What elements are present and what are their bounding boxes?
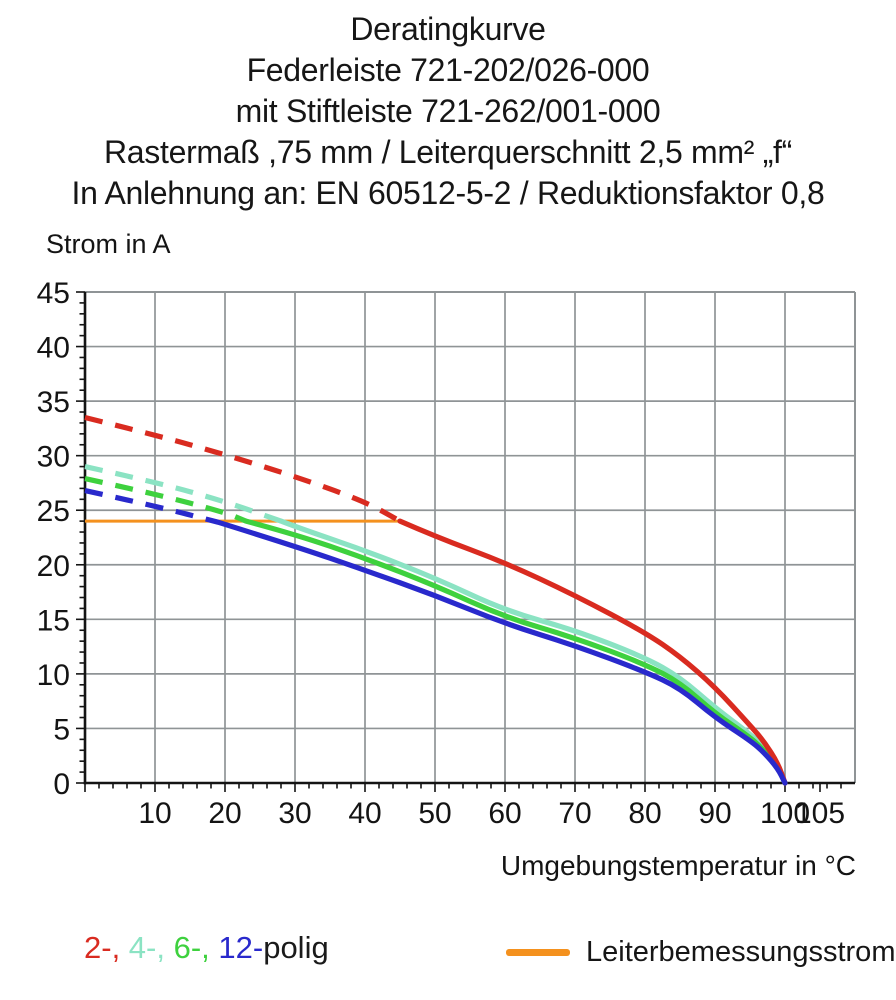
title-line-2: Federleiste 721-202/026-000 bbox=[246, 52, 650, 88]
poles-legend-part: 6-, bbox=[164, 930, 210, 965]
svg-text:30: 30 bbox=[278, 797, 311, 830]
svg-text:20: 20 bbox=[37, 550, 70, 583]
svg-text:60: 60 bbox=[488, 797, 521, 830]
svg-text:90: 90 bbox=[698, 797, 731, 830]
svg-text:50: 50 bbox=[418, 797, 451, 830]
x-axis-title: Umgebungstemperatur in °C bbox=[500, 850, 856, 881]
rated-current-swatch bbox=[506, 948, 570, 956]
rated-current-label: Leiterbemessungsstrom bbox=[586, 935, 896, 968]
poles-legend-part: 12- bbox=[209, 930, 264, 965]
poles-legend-part: 4-, bbox=[120, 930, 165, 965]
svg-text:40: 40 bbox=[37, 332, 70, 365]
svg-text:35: 35 bbox=[37, 386, 70, 419]
title-line-1: Deratingkurve bbox=[350, 11, 546, 47]
svg-text:5: 5 bbox=[53, 713, 70, 746]
svg-text:80: 80 bbox=[628, 797, 661, 830]
svg-text:0: 0 bbox=[53, 768, 70, 801]
svg-text:40: 40 bbox=[348, 797, 381, 830]
title-line-3: mit Stiftleiste 721-262/001-000 bbox=[235, 93, 661, 129]
title-line-4: Rastermaß ,75 mm / Leiterquerschnitt 2,5… bbox=[103, 134, 792, 170]
svg-text:15: 15 bbox=[37, 604, 70, 637]
svg-text:10: 10 bbox=[37, 659, 70, 692]
y-axis-title: Strom in A bbox=[46, 229, 171, 259]
svg-text:105: 105 bbox=[795, 797, 845, 830]
svg-text:10: 10 bbox=[138, 797, 171, 830]
svg-text:45: 45 bbox=[37, 277, 70, 310]
svg-text:25: 25 bbox=[37, 495, 70, 528]
svg-text:30: 30 bbox=[37, 441, 70, 474]
poles-legend-part: 2-, bbox=[84, 930, 121, 965]
title-line-5: In Anlehnung an: EN 60512-5-2 / Reduktio… bbox=[71, 175, 825, 211]
svg-text:70: 70 bbox=[558, 797, 591, 830]
chart-title-block: Deratingkurve Federleiste 721-202/026-00… bbox=[0, 9, 896, 214]
svg-text:100: 100 bbox=[760, 797, 810, 830]
poles-legend-part: polig bbox=[263, 930, 329, 965]
poles-legend: 2-, 4-, 6-, 12-polig bbox=[84, 930, 329, 966]
rated-current-legend: Leiterbemessungsstrom bbox=[506, 930, 895, 974]
svg-text:20: 20 bbox=[208, 797, 241, 830]
